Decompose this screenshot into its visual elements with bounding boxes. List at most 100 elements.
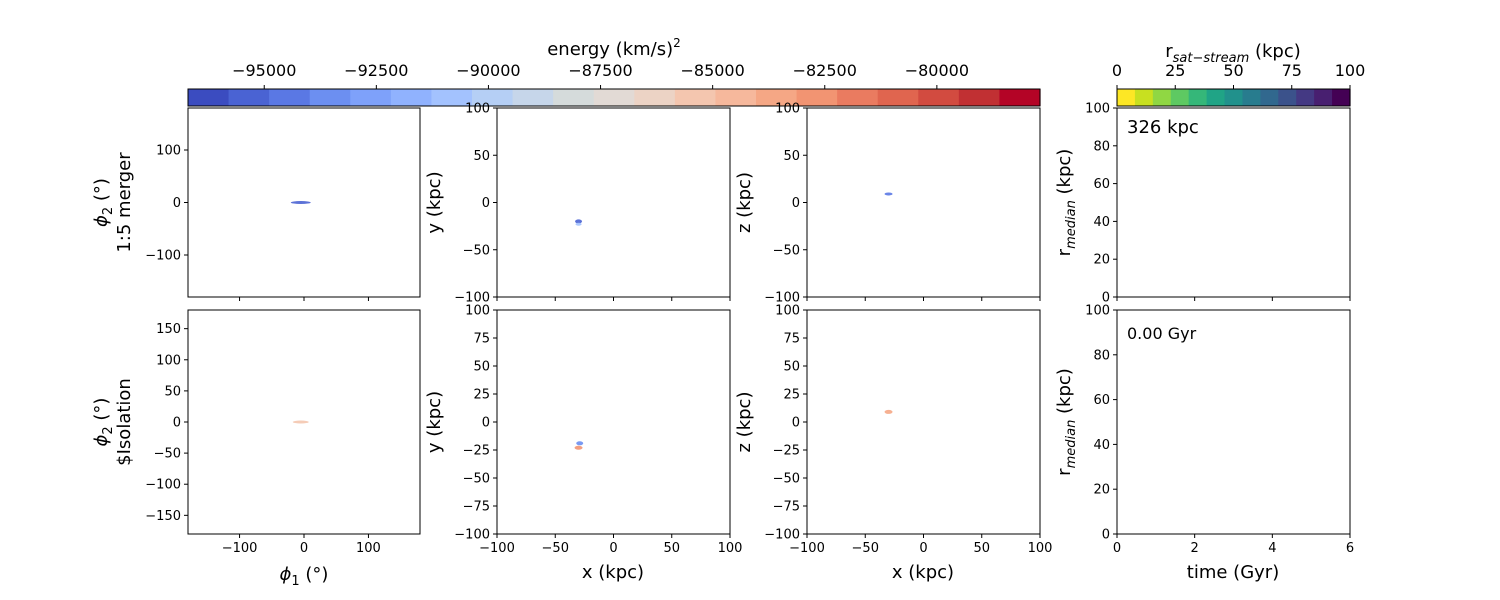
rmed-panel-top-ytick-label: 100	[1085, 102, 1110, 117]
row-name-label: $Isolation	[114, 378, 135, 466]
rsat-label-unit: (kpc)	[1249, 41, 1301, 62]
y-axis-label: y (kpc)	[424, 171, 445, 233]
xz-panel-bottom-ytick-label: 0	[792, 416, 800, 431]
xy-panel-bottom-frame	[496, 309, 731, 535]
rmed-panel-top-ytick-label: 40	[1093, 215, 1110, 230]
phi2-axis-label: ϕ2 (°)	[91, 178, 116, 227]
xz-panel-top-frame	[806, 107, 1041, 298]
energy-colorbar-swatch	[350, 89, 392, 106]
phi-panel-bottom-ytick-label: 100	[156, 353, 181, 368]
xz-bottom-point	[884, 409, 893, 414]
rmed-panel-top-ytick-label: 80	[1093, 139, 1110, 154]
energy-colorbar-swatch	[390, 89, 433, 106]
rmedian-axis-label: rmedian (kpc)	[1054, 368, 1079, 476]
rmed-panel-bottom-xtick-label: 4	[1268, 541, 1276, 556]
energy-colorbar-tick-label: −85000	[680, 61, 744, 80]
phi2-sub: 2	[101, 426, 116, 434]
phi-bottom-point	[292, 420, 309, 424]
energy-colorbar-tick-label: −92500	[344, 61, 408, 80]
energy-colorbar-swatch	[431, 89, 473, 106]
time-annotation: 0.00 Gyr	[1127, 324, 1197, 343]
xy-top-point	[575, 222, 582, 226]
rmed-panel-bottom-ytick-label: 100	[1085, 304, 1110, 319]
phi1-axis-label: ϕ1 (°)	[280, 564, 329, 589]
rmed-panel-top-ytick-label: 60	[1093, 177, 1110, 192]
xy-panel-bottom-ytick-label: 0	[482, 416, 490, 431]
xz-panel-top-ytick-label: 100	[775, 102, 800, 117]
energy-colorbar-swatch	[228, 89, 270, 106]
rmed-panel-bottom-xtick-label: 6	[1346, 541, 1354, 556]
xz-panel-bottom-ytick-label: −25	[773, 444, 800, 459]
rmed-panel-bottom-ytick-label: 0	[1102, 528, 1110, 543]
energy-colorbar-tick-label: −95000	[232, 61, 296, 80]
phi-panel-bottom-ytick-label: 50	[164, 384, 181, 399]
xy-panel-bottom-xtick-label: 0	[609, 541, 617, 556]
energy-colorbar-swatch	[309, 89, 351, 106]
xz-panel-bottom-xtick-label: −100	[789, 541, 825, 556]
phi-panel-bottom-xtick-label: 100	[356, 541, 381, 556]
y-axis-label: y (kpc)	[424, 391, 445, 453]
energy-colorbar-label: energy (km/s)2	[547, 36, 681, 60]
rsat-colorbar-swatch	[1188, 89, 1208, 106]
phi-panel-top-ytick-label: 100	[156, 144, 181, 159]
xz-panel-bottom-ytick-label: 75	[783, 332, 800, 347]
xy-bottom-point	[574, 445, 583, 450]
rmed-panel-top-ytick-label: 0	[1102, 291, 1110, 306]
xz-panel-bottom-ytick-label: 25	[783, 388, 800, 403]
energy-colorbar-swatch	[512, 89, 554, 106]
rmed-panel-bottom-frame	[1116, 309, 1351, 535]
rsat-colorbar-swatch	[1278, 89, 1297, 106]
xy-panel-bottom-ytick-label: −50	[463, 472, 490, 487]
xy-panel-bottom-ytick-label: 25	[473, 388, 490, 403]
phi1-unit: (°)	[300, 564, 329, 585]
rsat-colorbar-swatch	[1224, 89, 1244, 106]
energy-colorbar-tick-label: −87500	[568, 61, 632, 80]
rsat-colorbar-swatch	[1134, 89, 1154, 106]
rsat-colorbar-swatch	[1314, 89, 1333, 106]
rmed-panel-bottom-xtick-label: 0	[1113, 541, 1121, 556]
rsat-colorbar-tick-label: 75	[1282, 61, 1302, 80]
rsat-colorbar-swatch	[1206, 89, 1226, 106]
plot-layer: −95000 −92500 −90000 −87500 −85000 −82500 −800…	[91, 36, 1365, 589]
xy-panel-top-frame	[496, 107, 731, 298]
energy-colorbar-swatch	[837, 89, 879, 106]
row-name-label: 1:5 merger	[114, 152, 135, 253]
xz-panel-bottom-ytick-label: −50	[773, 472, 800, 487]
xy-bottom-point	[576, 441, 584, 446]
xy-panel-bottom-ytick-label: 100	[465, 304, 490, 319]
rmed-panel-bottom-ytick-label: 80	[1093, 348, 1110, 363]
rsat-colorbar-swatch	[1152, 89, 1172, 106]
energy-colorbar-swatch	[593, 89, 635, 106]
rsat-label-main: r	[1165, 41, 1173, 62]
phi2-main: ϕ	[91, 434, 112, 446]
energy-colorbar-swatch	[918, 89, 960, 106]
xz-panel-bottom-frame	[806, 309, 1041, 535]
energy-colorbar-tick-label: −90000	[456, 61, 520, 80]
rsat-colorbar-swatch	[1260, 89, 1279, 106]
energy-colorbar-swatch	[796, 89, 838, 106]
xy-panel-bottom-ytick-label: 50	[473, 360, 490, 375]
phi2-unit: (°)	[91, 178, 112, 207]
rmed-panel-top-frame	[1116, 107, 1351, 298]
energy-colorbar-swatch	[188, 89, 230, 106]
rsat-colorbar-swatch	[1117, 89, 1136, 106]
xz-panel-bottom-xtick-label: 100	[1028, 541, 1053, 556]
energy-colorbar-swatch	[715, 89, 757, 106]
xy-panel-bottom-ytick-label: −75	[463, 500, 490, 515]
xz-panel-bottom-ytick-label: −100	[764, 528, 800, 543]
rsat-colorbar-tick-label: 0	[1112, 61, 1122, 80]
phi1-main: ϕ	[280, 564, 292, 585]
phi2-main: ϕ	[91, 215, 112, 227]
energy-colorbar-swatch	[674, 89, 717, 106]
rmed-sub: median	[1064, 200, 1079, 249]
xy-panel-top-ytick-label: 50	[473, 149, 490, 164]
energy-colorbar-swatch	[269, 89, 311, 106]
phi2-sub: 2	[101, 207, 116, 215]
xz-panel-bottom-xtick-label: −50	[852, 541, 879, 556]
phi-panel-bottom-xtick-label: 0	[300, 541, 308, 556]
xy-panel-bottom-ytick-label: −100	[454, 528, 490, 543]
xy-panel-bottom-xtick-label: −100	[479, 541, 515, 556]
phi1-sub: 1	[291, 574, 299, 589]
xy-top-point	[575, 219, 583, 224]
